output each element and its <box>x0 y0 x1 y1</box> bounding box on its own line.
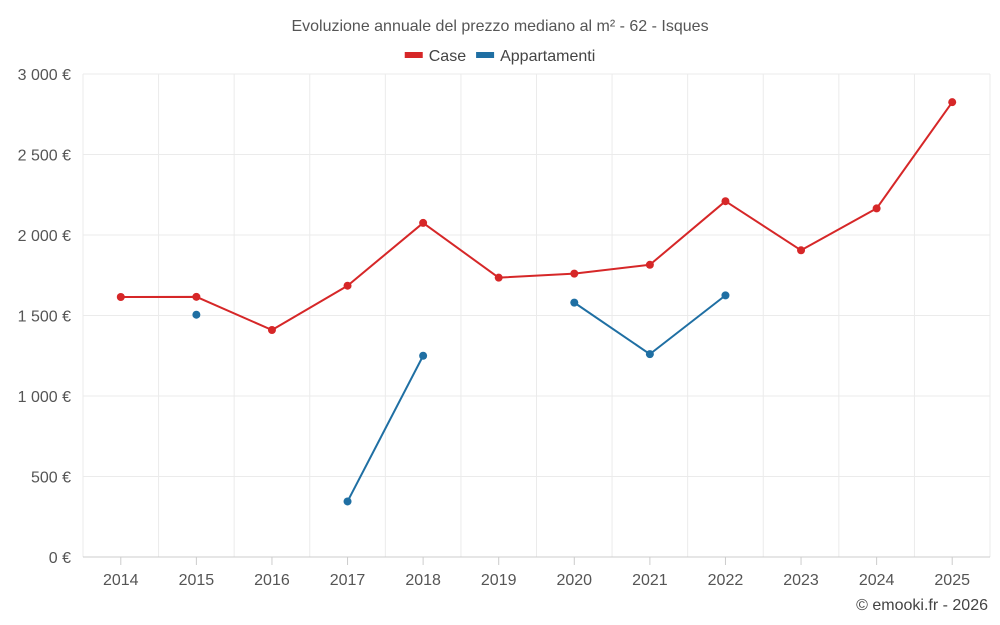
data-point[interactable] <box>872 204 881 213</box>
data-point[interactable] <box>116 292 125 301</box>
series-case <box>116 98 957 334</box>
y-tick-label: 2 500 € <box>18 148 71 165</box>
data-point[interactable] <box>948 98 957 107</box>
data-point[interactable] <box>192 292 201 301</box>
series-line <box>346 355 425 502</box>
data-point[interactable] <box>494 273 503 282</box>
y-tick-label: 3 000 € <box>18 67 71 84</box>
legend-swatch <box>476 52 495 58</box>
series <box>116 98 957 506</box>
x-tick-label: 2024 <box>859 572 895 589</box>
legend-label: Case <box>429 48 466 65</box>
axes: 0 € 500 € 1 000 € 1 500 € 2 000 € 2 500 € 3 00… <box>18 67 990 589</box>
data-point[interactable] <box>267 325 276 334</box>
legend-swatch <box>404 52 423 58</box>
data-point[interactable] <box>419 351 428 360</box>
data-point[interactable] <box>570 269 579 278</box>
series-appartamenti <box>192 291 730 506</box>
x-tick-label: 2023 <box>783 572 819 589</box>
x-tick-label: 2016 <box>254 572 290 589</box>
data-point[interactable] <box>797 246 806 255</box>
x-tick-label: 2025 <box>934 572 970 589</box>
data-point[interactable] <box>570 298 579 307</box>
data-point[interactable] <box>343 497 352 506</box>
x-tick-label: 2018 <box>405 572 441 589</box>
x-tick-label: 2022 <box>708 572 744 589</box>
series-line <box>120 101 954 331</box>
data-point[interactable] <box>721 291 730 300</box>
data-point[interactable] <box>645 260 654 269</box>
x-tick-label: 2021 <box>632 572 668 589</box>
data-point[interactable] <box>721 197 730 206</box>
y-tick-label: 0 € <box>49 550 71 567</box>
x-tick-label: 2020 <box>556 572 592 589</box>
data-point[interactable] <box>419 218 428 227</box>
legend-label: Appartamenti <box>500 48 595 65</box>
y-tick-label: 2 000 € <box>18 228 71 245</box>
x-tick-label: 2019 <box>481 572 517 589</box>
data-point[interactable] <box>343 281 352 290</box>
grid <box>82 73 991 558</box>
x-tick-label: 2014 <box>103 572 139 589</box>
y-tick-label: 1 500 € <box>18 309 71 326</box>
series-line <box>573 294 727 356</box>
x-tick-label: 2017 <box>330 572 366 589</box>
data-point[interactable] <box>192 310 201 319</box>
x-tick-label: 2015 <box>179 572 215 589</box>
y-tick-label: 1 000 € <box>18 389 71 406</box>
chart-title: Evoluzione annuale del prezzo mediano al… <box>291 18 708 35</box>
credit: © emooki.fr - 2026 <box>856 597 988 614</box>
legend: Case Appartamenti <box>404 48 595 65</box>
y-tick-label: 500 € <box>31 470 71 487</box>
data-point[interactable] <box>645 350 654 359</box>
